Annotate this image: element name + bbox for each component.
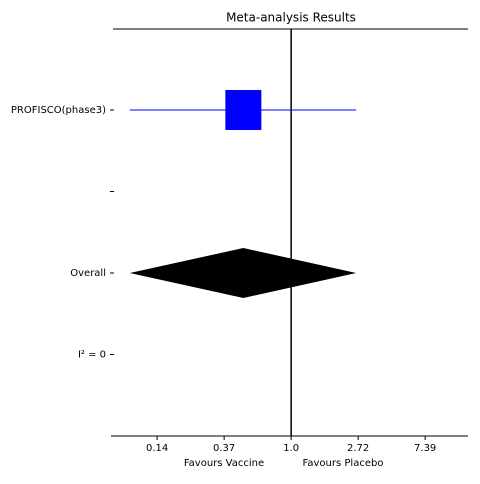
y-tick-label: Overall bbox=[70, 268, 106, 279]
x-tick-label: 0.37 bbox=[213, 443, 235, 454]
effect-square bbox=[225, 90, 262, 130]
x-tick-label: 1.0 bbox=[283, 443, 299, 454]
x-tick-label: 7.39 bbox=[414, 443, 436, 454]
y-tick-label: I² = 0 bbox=[78, 350, 106, 361]
x-tick-label: 2.72 bbox=[347, 443, 369, 454]
y-tick-label: PROFISCO(phase3) bbox=[11, 105, 106, 116]
summary-diamond bbox=[129, 248, 357, 298]
x-tick-label: 0.14 bbox=[146, 443, 168, 454]
x-label: Favours Vaccine bbox=[184, 458, 264, 469]
x-label: Favours Placebo bbox=[303, 458, 384, 469]
chart-title: Meta-analysis Results bbox=[226, 11, 356, 25]
